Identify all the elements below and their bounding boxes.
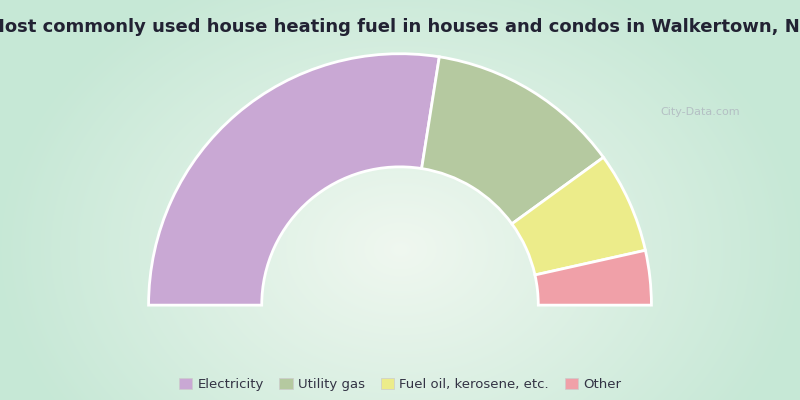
Wedge shape — [422, 57, 603, 224]
Wedge shape — [149, 54, 439, 305]
Text: Most commonly used house heating fuel in houses and condos in Walkertown, NC: Most commonly used house heating fuel in… — [0, 18, 800, 36]
Text: City-Data.com: City-Data.com — [660, 107, 740, 117]
Wedge shape — [535, 250, 651, 305]
Wedge shape — [512, 157, 646, 275]
Legend: Electricity, Utility gas, Fuel oil, kerosene, etc., Other: Electricity, Utility gas, Fuel oil, kero… — [179, 378, 621, 392]
